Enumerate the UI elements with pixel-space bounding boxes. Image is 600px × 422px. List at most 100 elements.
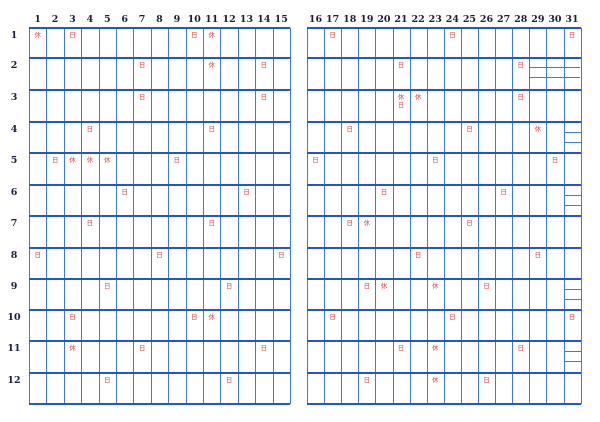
calendar-mark[interactable]: 日: [260, 61, 268, 69]
calendar-mark[interactable]: 日: [260, 344, 268, 352]
calendar-mark[interactable]: 休: [380, 282, 388, 290]
calendar-mark[interactable]: 休: [432, 282, 439, 290]
calendar-mark[interactable]: 日: [138, 93, 146, 101]
calendar-mark[interactable]: 日: [104, 376, 111, 384]
calendar-mark[interactable]: 日: [329, 31, 336, 39]
day-header-13: 13: [239, 14, 254, 25]
day-header-25: 25: [462, 14, 477, 25]
calendar-mark[interactable]: 休: [534, 125, 542, 133]
calendar-mark[interactable]: 休: [363, 219, 371, 227]
calendar-mark[interactable]: 日: [397, 61, 405, 69]
calendar-mark[interactable]: 休 日: [397, 93, 405, 109]
calendar-mark[interactable]: 日: [191, 313, 198, 321]
calendar-mark[interactable]: 日: [104, 282, 111, 290]
day-header-30: 30: [548, 14, 562, 25]
grid-row-line: [29, 247, 290, 249]
calendar-mark[interactable]: 日: [208, 125, 215, 133]
grid-row-line: [307, 403, 581, 405]
calendar-mark[interactable]: 日: [397, 344, 405, 352]
calendar-mark[interactable]: 日: [34, 251, 41, 259]
calendar-mark[interactable]: 日: [363, 282, 371, 290]
calendar-mark[interactable]: 休: [414, 93, 422, 101]
grid-row-line: [29, 309, 290, 311]
calendar-mark[interactable]: 休: [34, 31, 41, 39]
calendar-mark[interactable]: 日: [414, 251, 422, 259]
day-header-12: 12: [222, 14, 236, 25]
month-label-4: 4: [10, 124, 18, 135]
grid-row-line: [307, 372, 581, 374]
day-header-26: 26: [479, 14, 494, 25]
grid-row-line: [29, 278, 290, 280]
calendar-mark[interactable]: 日: [173, 156, 181, 164]
calendar-mark[interactable]: 休: [208, 61, 215, 69]
calendar-mark[interactable]: 日: [449, 31, 456, 39]
calendar-mark[interactable]: 日: [449, 313, 456, 321]
grid-row-line: [307, 215, 581, 217]
calendar-mark[interactable]: 日: [138, 61, 146, 69]
day-header-19: 19: [360, 14, 374, 25]
day-header-22: 22: [411, 14, 425, 25]
day-header-4: 4: [86, 14, 94, 25]
calendar-mark[interactable]: 日: [483, 376, 490, 384]
calendar-mark[interactable]: 日: [380, 188, 388, 196]
calendar-mark[interactable]: 日: [329, 313, 336, 321]
calendar-mark[interactable]: 日: [86, 219, 94, 227]
calendar-mark[interactable]: 休: [69, 344, 76, 352]
calendar-mark[interactable]: 日: [69, 31, 76, 39]
day-header-27: 27: [497, 14, 511, 25]
calendar-mark[interactable]: 日: [466, 125, 473, 133]
grid-row-line: [307, 152, 581, 154]
grid-row-line: [29, 215, 290, 217]
calendar-mark[interactable]: 日: [517, 344, 525, 352]
calendar-mark[interactable]: 日: [121, 188, 128, 196]
column-tick: [564, 132, 581, 133]
calendar-mark[interactable]: 日: [534, 251, 542, 259]
calendar-mark[interactable]: 日: [483, 282, 490, 290]
month-label-1: 1: [10, 30, 18, 41]
calendar-mark[interactable]: 日: [568, 31, 576, 39]
day-header-14: 14: [257, 14, 271, 25]
calendar-mark[interactable]: 日: [278, 251, 285, 259]
calendar-mark[interactable]: 休: [208, 31, 215, 39]
month-label-6: 6: [10, 187, 18, 198]
calendar-mark[interactable]: 日: [208, 219, 215, 227]
month-label-2: 2: [10, 60, 18, 71]
grid-row-line: [29, 152, 290, 154]
calendar-mark[interactable]: 休: [432, 344, 439, 352]
calendar-mark[interactable]: 日: [156, 251, 163, 259]
calendar-mark[interactable]: 日: [225, 282, 233, 290]
calendar-mark[interactable]: 休: [69, 156, 76, 164]
calendar-mark[interactable]: 休: [86, 156, 94, 164]
grid-vertical-line: [290, 28, 291, 404]
calendar-mark[interactable]: 日: [51, 156, 59, 164]
calendar-mark[interactable]: 日: [346, 125, 354, 133]
calendar-mark[interactable]: 日: [243, 188, 250, 196]
calendar-mark[interactable]: 日: [191, 31, 198, 39]
grid-row-line: [29, 372, 290, 374]
calendar-mark[interactable]: 日: [312, 156, 319, 164]
calendar-mark[interactable]: 日: [138, 344, 146, 352]
calendar-mark[interactable]: 日: [260, 93, 268, 101]
calendar-mark[interactable]: 日: [432, 156, 439, 164]
day-header-18: 18: [343, 14, 357, 25]
calendar-mark[interactable]: 日: [363, 376, 371, 384]
day-header-7: 7: [138, 14, 146, 25]
calendar-mark[interactable]: 日: [225, 376, 233, 384]
month-label-11: 11: [7, 343, 21, 354]
calendar-mark[interactable]: 日: [346, 219, 354, 227]
calendar-mark[interactable]: 休: [104, 156, 111, 164]
calendar-right-panel: 16 17 18 19 20 21 22 23 24 25 26 27 28 29 30 31 日日日日日休 日…: [300, 0, 600, 422]
calendar-mark[interactable]: 休: [432, 376, 439, 384]
calendar-mark[interactable]: 日: [500, 188, 507, 196]
calendar-mark[interactable]: 日: [551, 156, 559, 164]
calendar-mark[interactable]: 日: [69, 313, 76, 321]
calendar-mark[interactable]: 休: [208, 313, 215, 321]
grid-row-line: [29, 403, 290, 405]
grid-row-line: [29, 340, 290, 342]
calendar-mark[interactable]: 日: [86, 125, 94, 133]
calendar-mark[interactable]: 日: [568, 313, 576, 321]
calendar-mark[interactable]: 日: [517, 93, 525, 101]
calendar-mark[interactable]: 日: [466, 219, 473, 227]
calendar-mark[interactable]: 日: [517, 61, 525, 69]
grid-row-line: [29, 57, 290, 59]
